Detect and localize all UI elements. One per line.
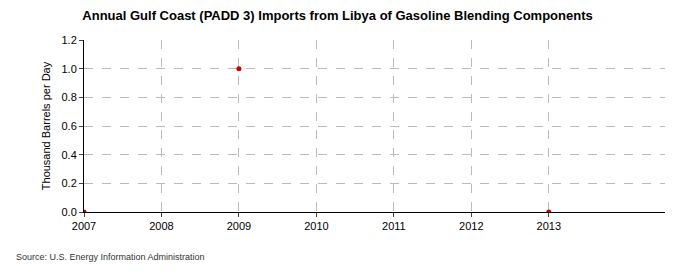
svg-text:2010: 2010 [304,220,328,232]
svg-text:2011: 2011 [382,220,406,232]
svg-text:Annual Gulf Coast (PADD 3) Imp: Annual Gulf Coast (PADD 3) Imports from … [82,8,592,23]
svg-text:0.6: 0.6 [62,120,77,132]
svg-text:2012: 2012 [459,220,483,232]
svg-text:0.2: 0.2 [62,177,77,189]
svg-text:0.0: 0.0 [62,206,77,218]
svg-text:1.2: 1.2 [62,34,77,46]
svg-text:1.0: 1.0 [62,63,77,75]
svg-text:Source: U.S. Energy Informatio: Source: U.S. Energy Information Administ… [16,252,205,262]
svg-text:2007: 2007 [72,220,96,232]
svg-text:2013: 2013 [537,220,561,232]
svg-text:0.8: 0.8 [62,91,77,103]
svg-text:2008: 2008 [149,220,173,232]
svg-text:0.4: 0.4 [62,149,77,161]
svg-text:Thousand Barrels per Day: Thousand Barrels per Day [40,61,52,190]
svg-text:2009: 2009 [227,220,251,232]
